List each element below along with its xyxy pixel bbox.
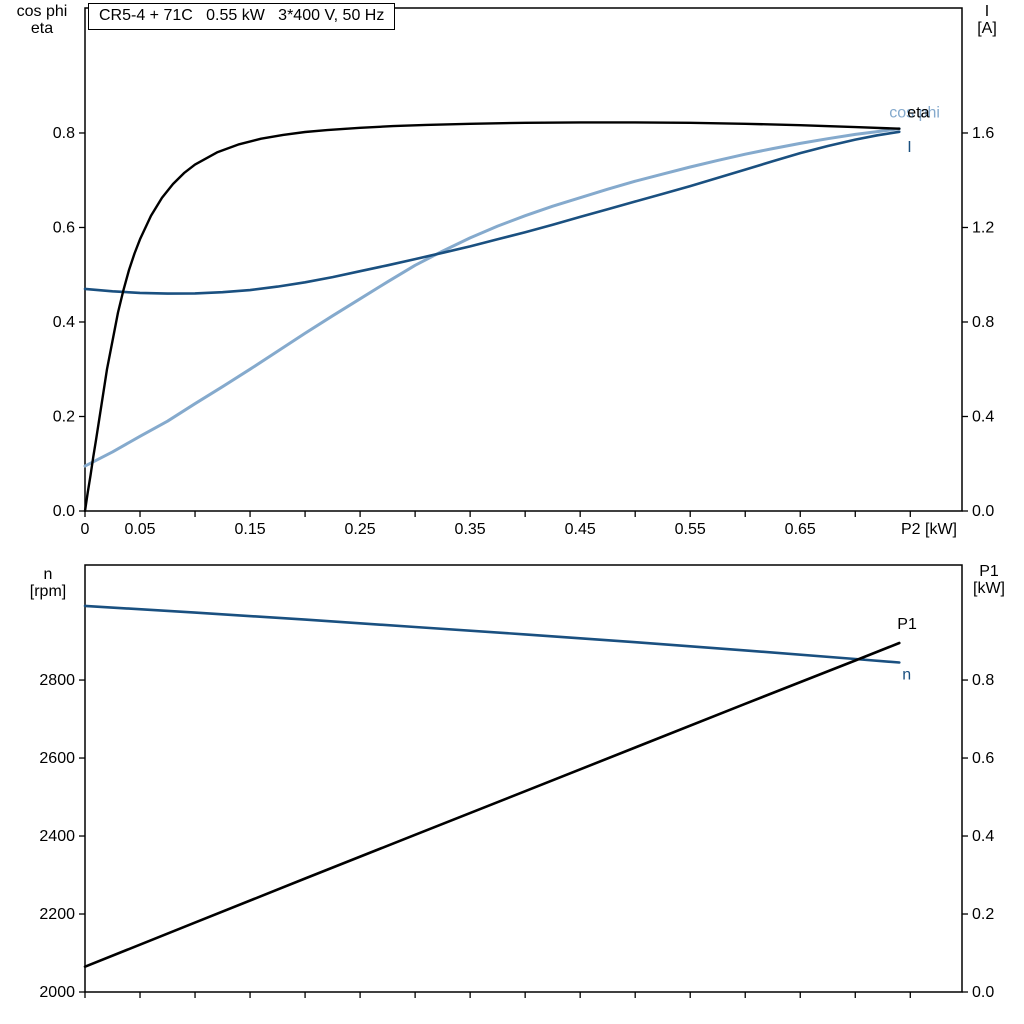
curve-label-p1: P1	[897, 616, 917, 633]
curve-label-n: n	[902, 666, 911, 683]
right-tick-label: 1.6	[972, 125, 994, 142]
curve-eta	[83, 121, 901, 513]
bottom-left-axis-title: n [rpm]	[10, 566, 86, 600]
x-tick-label: 0.35	[455, 521, 486, 538]
left-tick-label: 0.8	[53, 125, 75, 142]
x-tick-label: 0	[81, 521, 90, 538]
left-tick-label: 2000	[39, 984, 75, 1001]
p1-axis-title-line1: P1	[979, 563, 999, 580]
left-tick-label: 2400	[39, 828, 75, 845]
top-left-axis-title: cos phi eta	[2, 3, 82, 37]
plot-border	[84, 7, 963, 512]
left-tick-label: 0.2	[53, 408, 75, 425]
left-tick-label: 2600	[39, 750, 75, 767]
right-axis-title-line1: I	[984, 3, 990, 20]
right-tick-label: 0.8	[972, 672, 994, 689]
left-tick-label: 2800	[39, 672, 75, 689]
chart-title-box: CR5-4 + 71C 0.55 kW 3*400 V, 50 Hz	[88, 3, 396, 30]
curve-cos-phi	[83, 127, 901, 468]
chart-bottom: 2000 2200 2400 2600 2800 0.0 0.2 0.4 0.6 0.8 n P1	[39, 564, 994, 1001]
top-right-axis-title: I [A]	[962, 3, 1012, 37]
curve-label-cos-phi: cos phi	[889, 105, 940, 122]
plot-border	[84, 564, 963, 993]
right-axis-title-line2: [A]	[977, 20, 997, 37]
n-axis-title-line1: n	[43, 566, 53, 583]
right-tick-label: 0.4	[972, 408, 994, 425]
p1-axis-title-line2: [kW]	[973, 580, 1005, 597]
left-tick-label: 0.0	[53, 503, 75, 520]
right-tick-label: 0.8	[972, 314, 994, 331]
left-axis-title-line2: eta	[30, 20, 54, 37]
x-tick-label: 0.15	[234, 521, 265, 538]
right-tick-label: 0.2	[972, 906, 994, 923]
right-tick-label: 0.6	[972, 750, 994, 767]
x-tick-label: 0.05	[124, 521, 155, 538]
curve-label-eta: eta	[907, 105, 929, 122]
x-axis-label: P2 [kW]	[901, 521, 957, 538]
right-tick-label: 1.2	[972, 219, 994, 236]
right-tick-label: 0.4	[972, 828, 994, 845]
curve-current	[83, 130, 901, 295]
x-tick-label: 0.45	[565, 521, 596, 538]
curve-label-current: I	[907, 139, 911, 156]
n-axis-title-line2: [rpm]	[29, 583, 67, 600]
right-tick-label: 0.0	[972, 503, 994, 520]
left-tick-label: 2200	[39, 906, 75, 923]
left-tick-label: 0.4	[53, 314, 75, 331]
curve-n	[83, 604, 901, 664]
curve-p1	[83, 641, 901, 968]
bottom-right-axis-title: P1 [kW]	[963, 563, 1015, 597]
right-tick-label: 0.0	[972, 984, 994, 1001]
x-tick-label: 0.55	[675, 521, 706, 538]
left-axis-title-line1: cos phi	[16, 3, 68, 20]
x-tick-label: 0.25	[345, 521, 376, 538]
chart-top: 0 0.05 0.15 0.25 0.35 0.45 0.55 0.65 P2 [kW] 0.0 0…	[53, 7, 994, 538]
x-tick-label: 0.65	[785, 521, 816, 538]
left-tick-label: 0.6	[53, 219, 75, 236]
